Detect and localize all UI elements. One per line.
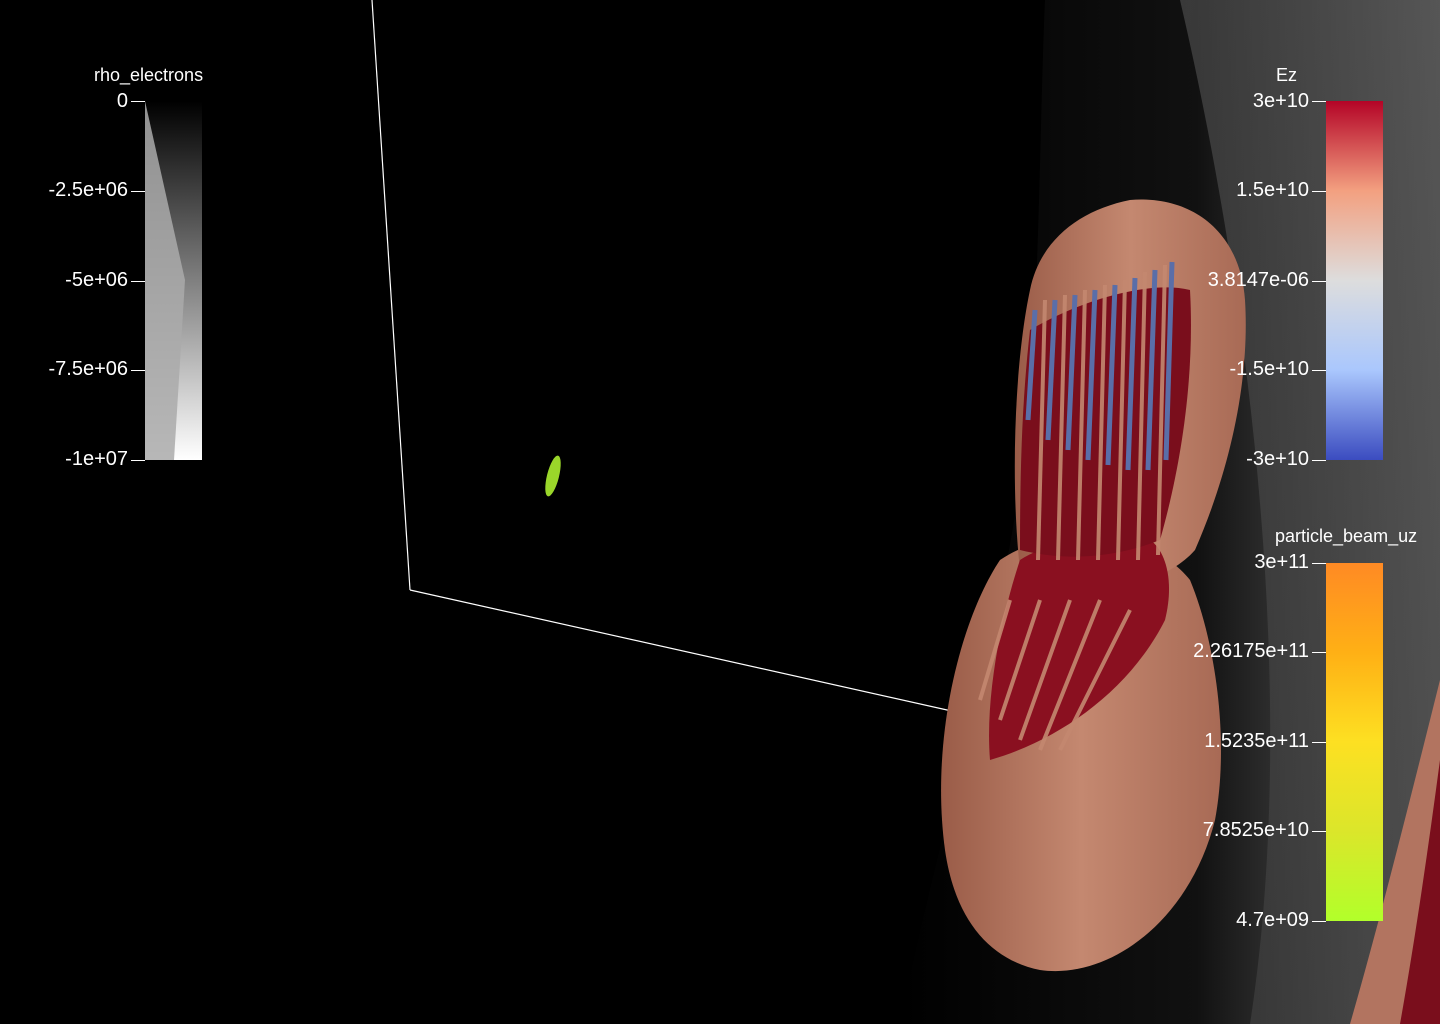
legend-bar-rho_electrons bbox=[145, 101, 202, 460]
tick-mark bbox=[1312, 281, 1326, 282]
legend-tick: 3e+10 bbox=[1252, 90, 1309, 112]
tick-mark bbox=[1312, 921, 1326, 922]
legend-tick: 0 bbox=[116, 90, 128, 112]
legend-tick: -1.5e+10 bbox=[1229, 358, 1309, 380]
legend-tick: 4.7e+09 bbox=[1236, 909, 1309, 931]
legend-tick: 1.5e+10 bbox=[1236, 179, 1309, 201]
tick-mark bbox=[1312, 831, 1326, 832]
tick-mark bbox=[1312, 370, 1326, 371]
legend-tick: 3.8147e-06 bbox=[1207, 269, 1309, 291]
tick-mark bbox=[1312, 563, 1326, 564]
tick-mark bbox=[131, 370, 145, 371]
tick-mark bbox=[1312, 460, 1326, 461]
tick-mark bbox=[1312, 652, 1326, 653]
legend-title-ez: Ez bbox=[1276, 65, 1298, 85]
legend-title-particle-beam-uz: particle_beam_uz bbox=[1275, 526, 1418, 546]
legend-tick: 2.26175e+11 bbox=[1193, 640, 1309, 662]
tick-mark bbox=[1312, 101, 1326, 102]
particle-beam bbox=[545, 455, 561, 497]
legend-bar-ez bbox=[1326, 101, 1383, 460]
tick-mark bbox=[1312, 191, 1326, 192]
tick-mark bbox=[131, 460, 145, 461]
legend-tick: 7.8525e+10 bbox=[1202, 819, 1309, 841]
tick-mark bbox=[1312, 742, 1326, 743]
domain-outline bbox=[371, 0, 966, 715]
legend-tick: 1.5235e+11 bbox=[1204, 730, 1309, 752]
legend-tick: -3e+10 bbox=[1246, 448, 1309, 470]
legend-tick: -5e+06 bbox=[65, 269, 128, 291]
legend-tick: -1e+07 bbox=[65, 448, 128, 470]
legend-tick: 3e+11 bbox=[1254, 551, 1309, 573]
tick-mark bbox=[131, 191, 145, 192]
tick-mark bbox=[131, 101, 145, 102]
legend-tick: -7.5e+06 bbox=[48, 358, 128, 380]
wake-structure bbox=[941, 199, 1440, 1024]
legend-title-rho-electrons: rho_electrons bbox=[94, 65, 204, 85]
legend-bar-particle-beam-uz bbox=[1326, 563, 1383, 921]
legend-tick: -2.5e+06 bbox=[48, 179, 128, 201]
tick-mark bbox=[131, 281, 145, 282]
